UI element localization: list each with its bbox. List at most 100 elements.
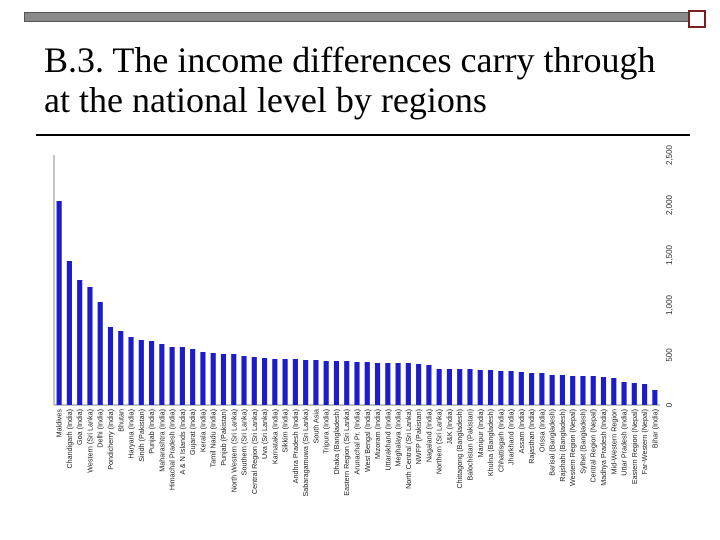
bar [559, 375, 565, 405]
x-tick-label: NWFP (Pakistan) [414, 409, 423, 464]
bar [570, 376, 576, 405]
bar [56, 201, 62, 405]
y-tick-label: 1,000 [665, 294, 674, 315]
y-tick-label: 2,500 [665, 144, 674, 165]
bar [508, 371, 514, 405]
x-tick-label: Western (Sri Lanka) [85, 409, 94, 473]
x-tick-label: Chhattisgarh (India) [496, 409, 505, 472]
x-tick-label: Maharashtra (India) [157, 409, 166, 472]
bar [169, 347, 175, 405]
x-tick-label: Rajshahi (Bangladesh) [558, 409, 567, 482]
corner-square-icon [688, 10, 706, 28]
x-tick-label: Orissa (India) [537, 409, 546, 452]
x-tick-label: West Bengal (India) [363, 409, 372, 472]
x-tick-label: Central Region (Nepal) [589, 409, 598, 483]
bar [261, 358, 268, 405]
bar [179, 347, 185, 405]
x-tick-label: South Asia [311, 409, 320, 443]
y-tick-label: 0 [665, 402, 674, 407]
x-tick-label: Northern (Sri Lanka) [435, 409, 444, 474]
title-underline [36, 134, 690, 136]
bar [190, 349, 196, 405]
bar [487, 370, 494, 405]
x-tick-label: Punjab (Pakistan) [219, 409, 228, 466]
bar [97, 302, 103, 405]
bar [580, 376, 586, 405]
y-tick-label: 2,000 [665, 194, 674, 215]
x-tick-label: Kerala (India) [198, 409, 207, 452]
bar [272, 359, 278, 405]
x-tick-label: Tamil Nadu (India) [209, 409, 218, 467]
x-tick-label: Delhi (India) [96, 409, 105, 448]
x-tick-label: Karnataka (India) [270, 409, 279, 464]
x-tick-label: Uttar Pradesh (India) [620, 409, 629, 476]
x-tick-label: Manipur (India) [476, 409, 485, 457]
bar [395, 363, 401, 405]
bar [385, 363, 391, 405]
bar [210, 353, 216, 405]
bar [66, 261, 72, 405]
bar [621, 382, 627, 405]
x-tick-label: Eastern Region (Nepal) [630, 409, 639, 484]
x-tick-label: Sikkim (India) [281, 409, 290, 453]
bar [436, 369, 442, 405]
y-tick-label: 500 [665, 348, 674, 362]
bar [344, 361, 350, 405]
bar [159, 344, 165, 405]
bar [128, 337, 134, 405]
x-tick-label: Barisal (Bangladesh) [548, 409, 557, 476]
x-tick-label: Pondicherry (India) [106, 409, 115, 470]
x-tick-label: Jharkhand (India) [507, 409, 516, 465]
bar [405, 363, 411, 405]
x-tick-label: Balochistan (Pakistan) [465, 409, 474, 481]
bar [149, 341, 155, 405]
x-tick-label: Eastern Region (Sri Lanka) [342, 409, 351, 496]
bar [303, 360, 309, 405]
x-tick-label: Mid-Western Region [609, 409, 618, 474]
bar [282, 359, 288, 405]
x-tick-label: Uva (Sri Lanka) [260, 409, 269, 459]
x-tick-label: Sabaragamuwa (Sri Lanka) [301, 409, 310, 497]
x-tick-label: Madhya Pradesh (India) [599, 409, 608, 486]
bar [611, 378, 617, 405]
bar [118, 331, 124, 405]
bar [590, 376, 596, 405]
bar [652, 390, 658, 405]
bar [364, 362, 370, 405]
bar [292, 359, 298, 405]
bar [600, 377, 607, 405]
x-tick-label: Bhutan [116, 409, 125, 432]
x-tick-label: Southern (Sri Lanka) [240, 409, 249, 475]
bar [539, 373, 545, 405]
bar [107, 327, 114, 405]
x-tick-label: Tripura (India) [322, 409, 331, 454]
x-tick-label: Maldives [55, 409, 64, 438]
x-tick-label: Nagaland (India) [424, 409, 433, 462]
bar [200, 352, 206, 405]
x-tick-label: Dhaka (Bangladesh) [332, 409, 341, 475]
x-tick-label: Punjab (India) [147, 409, 156, 454]
bar [323, 361, 329, 405]
x-tick-label: Andhra Pradesh (India) [291, 409, 300, 483]
x-tick-label: Sylhet (Bangladesh) [578, 409, 587, 474]
x-tick-label: North Central (Sri Lanka) [404, 409, 413, 489]
bar [220, 354, 227, 405]
x-tick-label: Central Region (Sri Lanka) [250, 409, 259, 494]
x-tick-label: Uttarakhand (India) [383, 409, 392, 471]
x-tick-label: Meghalaya (India) [394, 409, 403, 467]
x-tick-label: Arunachal Pr. (India) [353, 409, 362, 475]
x-tick-label: Bihar (India) [650, 409, 659, 448]
x-tick-label: Far-Western (Nepal) [640, 409, 649, 474]
x-tick-label: Khulna (Bangladesh) [486, 409, 495, 476]
x-tick-label: Chandigarh (India) [65, 409, 74, 469]
bar [416, 364, 422, 405]
bar [333, 361, 340, 405]
bar [251, 357, 257, 405]
bar [518, 372, 524, 405]
bar [498, 371, 504, 405]
bar [313, 360, 319, 405]
bar [87, 287, 93, 405]
x-tick-label: Western Region (Nepal) [568, 409, 577, 486]
x-tick-label: J&K (India) [445, 409, 454, 445]
